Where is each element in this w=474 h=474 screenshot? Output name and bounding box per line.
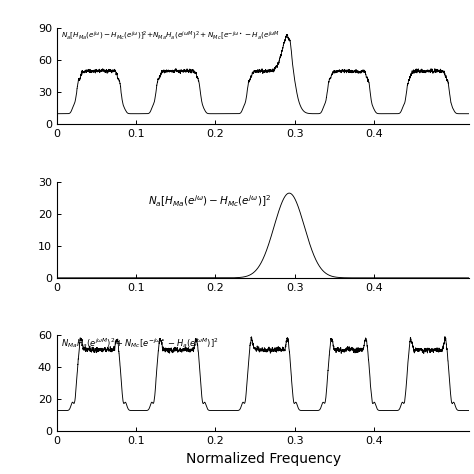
Text: $N_{Ma}H_a(e^{j\omega M})^2 + N_{Mc}[e^{-j\omega\bullet} - H_a(e^{j\omega M})]^2: $N_{Ma}H_a(e^{j\omega M})^2 + N_{Mc}[e^{… <box>61 337 219 350</box>
Text: $N_a[H_{Ma}(e^{j\omega}) - H_{Mc}(e^{j\omega})]^2$: $N_a[H_{Ma}(e^{j\omega}) - H_{Mc}(e^{j\o… <box>147 193 271 209</box>
Text: $N_a[H_{Ma}(e^{j\omega}) - H_{Mc}(e^{j\omega})]^2$$+ N_{Ma}H_a(e^{j\omega M})^2 : $N_a[H_{Ma}(e^{j\omega}) - H_{Mc}(e^{j\o… <box>61 29 280 42</box>
X-axis label: Normalized Frequency: Normalized Frequency <box>185 452 341 466</box>
